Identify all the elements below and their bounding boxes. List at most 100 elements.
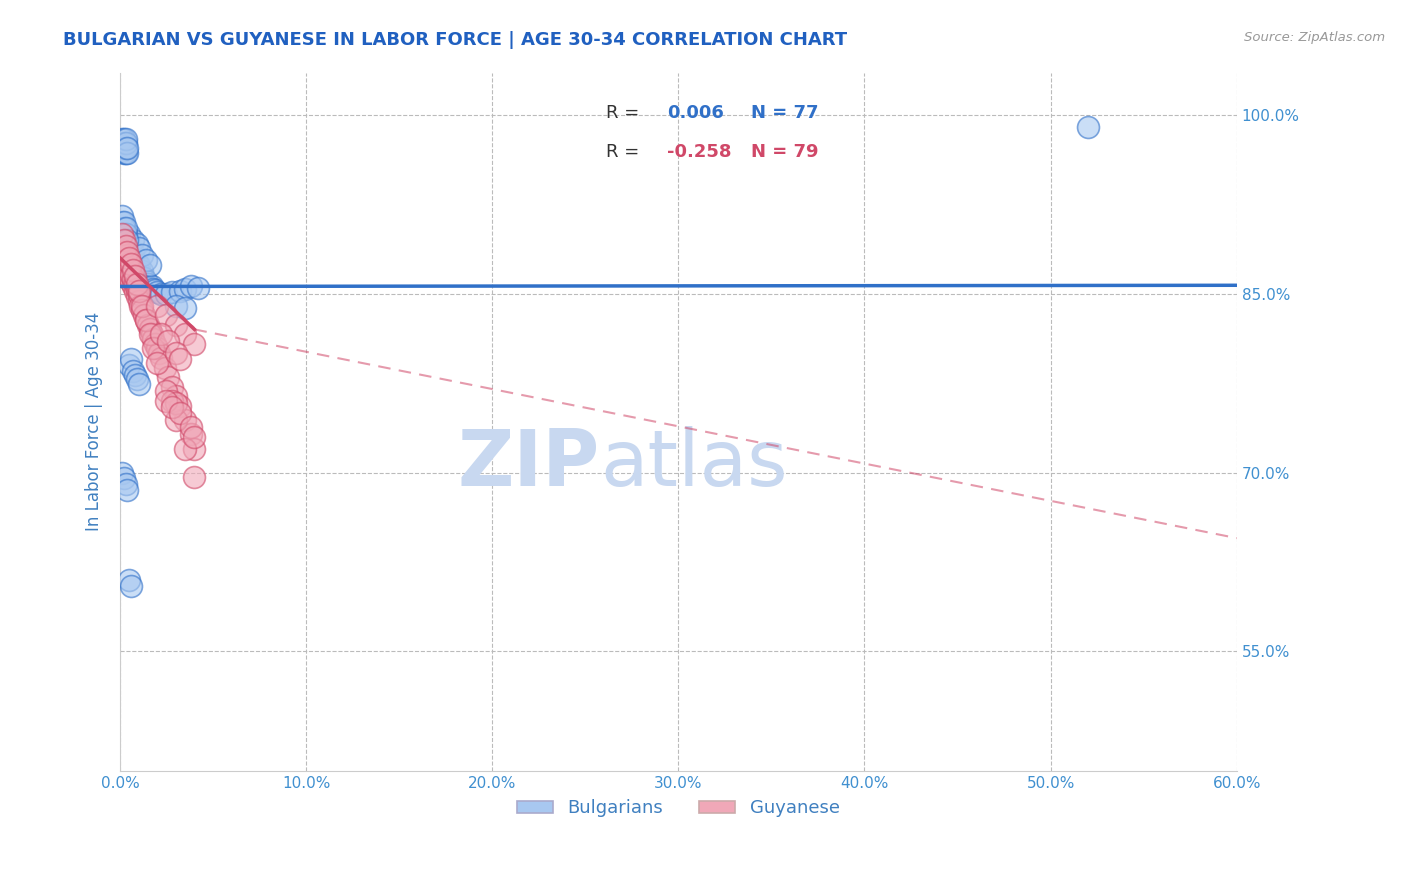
Point	[125, 255, 148, 269]
Y-axis label: In Labor Force | Age 30-34: In Labor Force | Age 30-34	[86, 312, 103, 532]
Point	[111, 244, 134, 259]
Point	[112, 141, 135, 155]
Point	[120, 268, 142, 282]
Point	[117, 145, 139, 160]
Point	[128, 377, 150, 392]
Text: Source: ZipAtlas.com: Source: ZipAtlas.com	[1244, 31, 1385, 45]
Point	[165, 413, 187, 427]
Point	[134, 271, 156, 285]
Point	[139, 280, 162, 294]
Point	[120, 352, 142, 367]
Point	[165, 299, 187, 313]
Point	[125, 372, 148, 386]
Point	[183, 430, 205, 444]
Text: 0.006: 0.006	[668, 104, 724, 122]
Point	[155, 394, 177, 409]
Point	[165, 318, 187, 332]
Point	[117, 248, 139, 262]
Point	[114, 136, 136, 151]
Point	[124, 368, 146, 382]
Point	[118, 260, 141, 275]
Point	[129, 266, 152, 280]
Point	[160, 394, 183, 409]
Point	[120, 579, 142, 593]
Point	[155, 286, 177, 301]
Text: ZIP: ZIP	[458, 425, 600, 501]
Point	[146, 342, 169, 356]
Point	[124, 285, 146, 299]
Point	[112, 244, 135, 259]
Point	[111, 227, 134, 241]
Text: R =: R =	[606, 143, 645, 161]
Point	[180, 427, 202, 442]
Point	[114, 239, 136, 253]
Point	[118, 255, 141, 269]
Point	[118, 358, 141, 372]
Legend: Bulgarians, Guyanese: Bulgarians, Guyanese	[509, 792, 846, 824]
Point	[120, 257, 142, 271]
Point	[124, 262, 146, 277]
Point	[111, 131, 134, 145]
Point	[135, 313, 157, 327]
Point	[135, 273, 157, 287]
Point	[174, 301, 197, 315]
Point	[169, 399, 191, 413]
Point	[117, 141, 139, 155]
Point	[183, 442, 205, 456]
Point	[180, 420, 202, 434]
Point	[112, 131, 135, 145]
Point	[125, 277, 148, 291]
Point	[169, 285, 191, 299]
Point	[114, 131, 136, 145]
Text: atlas: atlas	[600, 425, 787, 501]
Point	[128, 293, 150, 308]
Point	[114, 145, 136, 160]
Point	[124, 255, 146, 269]
Point	[124, 268, 146, 283]
Point	[112, 136, 135, 151]
Point	[112, 257, 135, 271]
Point	[183, 336, 205, 351]
Point	[183, 470, 205, 484]
Point	[124, 277, 146, 291]
Point	[134, 308, 156, 322]
Point	[128, 241, 150, 255]
Point	[180, 279, 202, 293]
Point	[139, 258, 162, 272]
Point	[142, 342, 165, 356]
Text: BULGARIAN VS GUYANESE IN LABOR FORCE | AGE 30-34 CORRELATION CHART: BULGARIAN VS GUYANESE IN LABOR FORCE | A…	[63, 31, 848, 49]
Point	[165, 396, 187, 410]
Point	[149, 327, 172, 342]
Point	[131, 269, 153, 284]
Point	[160, 379, 183, 393]
Point	[157, 370, 180, 384]
Point	[153, 360, 176, 375]
Point	[112, 251, 135, 265]
Point	[169, 406, 191, 420]
Point	[122, 244, 145, 259]
Point	[117, 244, 139, 259]
Point	[111, 466, 134, 480]
Point	[114, 221, 136, 235]
Point	[141, 279, 163, 293]
Point	[112, 233, 135, 247]
Point	[112, 221, 135, 235]
Point	[114, 477, 136, 491]
Point	[141, 327, 163, 342]
Point	[148, 346, 170, 360]
Point	[131, 303, 153, 318]
Point	[174, 327, 197, 342]
Point	[122, 260, 145, 275]
Point	[136, 318, 159, 332]
Point	[139, 327, 162, 342]
Point	[120, 257, 142, 271]
Point	[131, 264, 153, 278]
Point	[118, 269, 141, 284]
Point	[125, 282, 148, 296]
Point	[174, 282, 197, 296]
Point	[128, 265, 150, 279]
Point	[117, 255, 139, 269]
Point	[114, 141, 136, 155]
Point	[118, 253, 141, 268]
Point	[169, 352, 191, 367]
